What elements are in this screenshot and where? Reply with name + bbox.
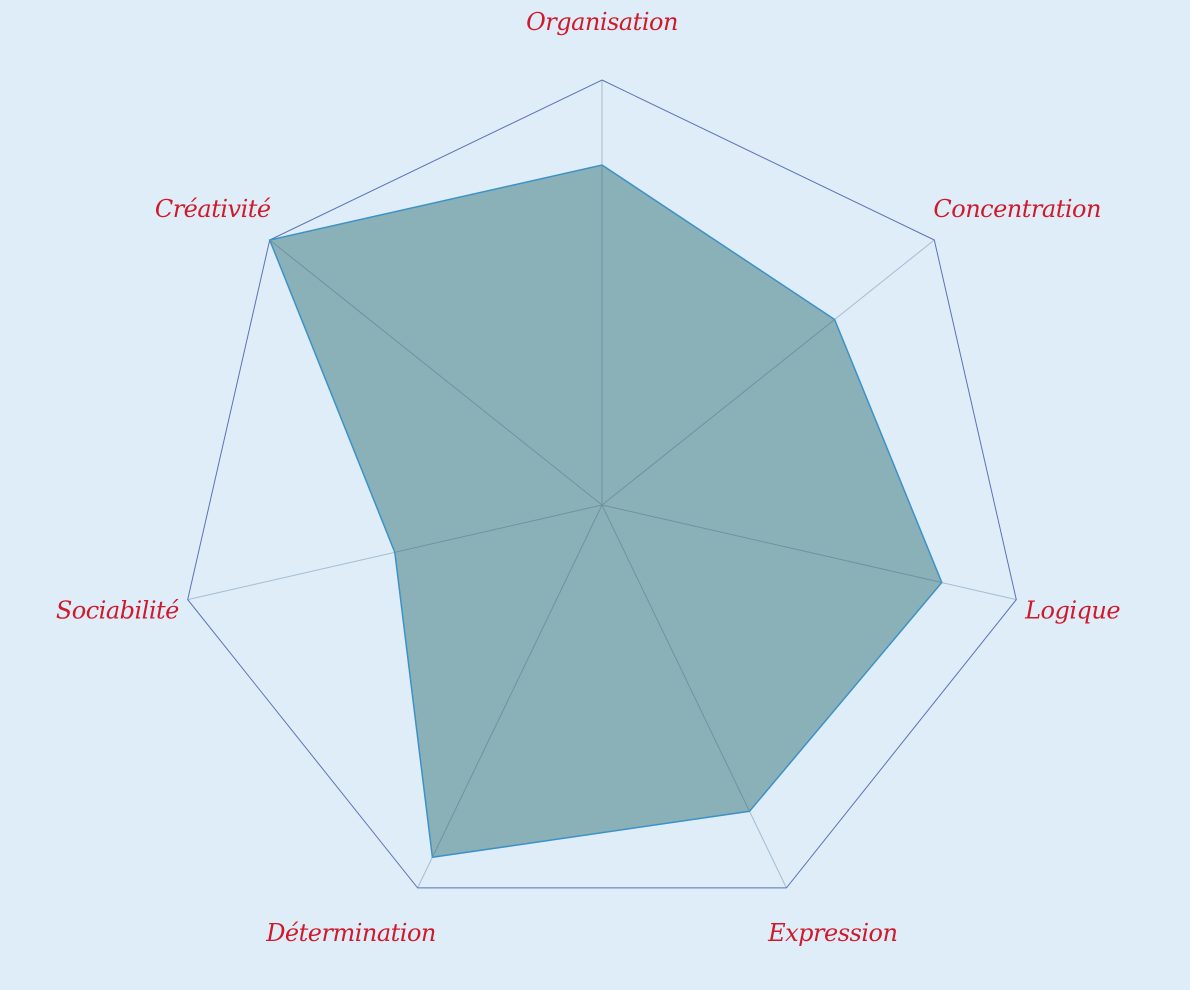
data-spoke-sociabilité [394,504,603,553]
axis-label-créativité: Créativité [155,195,271,223]
data-spoke-expression [601,504,750,812]
axis-label-concentration: Concentration [933,195,1101,223]
axis-label-logique: Logique [1024,597,1120,625]
data-spoke-détermination [431,504,603,858]
axis-label-sociabilité: Sociabilité [56,597,179,625]
data-spokes [269,164,942,858]
axis-labels: Organisation Concentration Logique Expressi… [56,8,1121,947]
data-area [268,164,943,859]
grid-ring [187,79,1017,889]
data-spoke-logique [601,504,942,583]
outer-grid-ring [187,79,1017,889]
series-area [268,164,943,859]
data-spoke-créativité [269,239,603,506]
data-spoke-concentration [601,319,835,506]
axis-label-expression: Expression [767,919,897,947]
axis-label-organisation: Organisation [526,8,678,36]
axis-label-détermination: Détermination [265,919,436,947]
